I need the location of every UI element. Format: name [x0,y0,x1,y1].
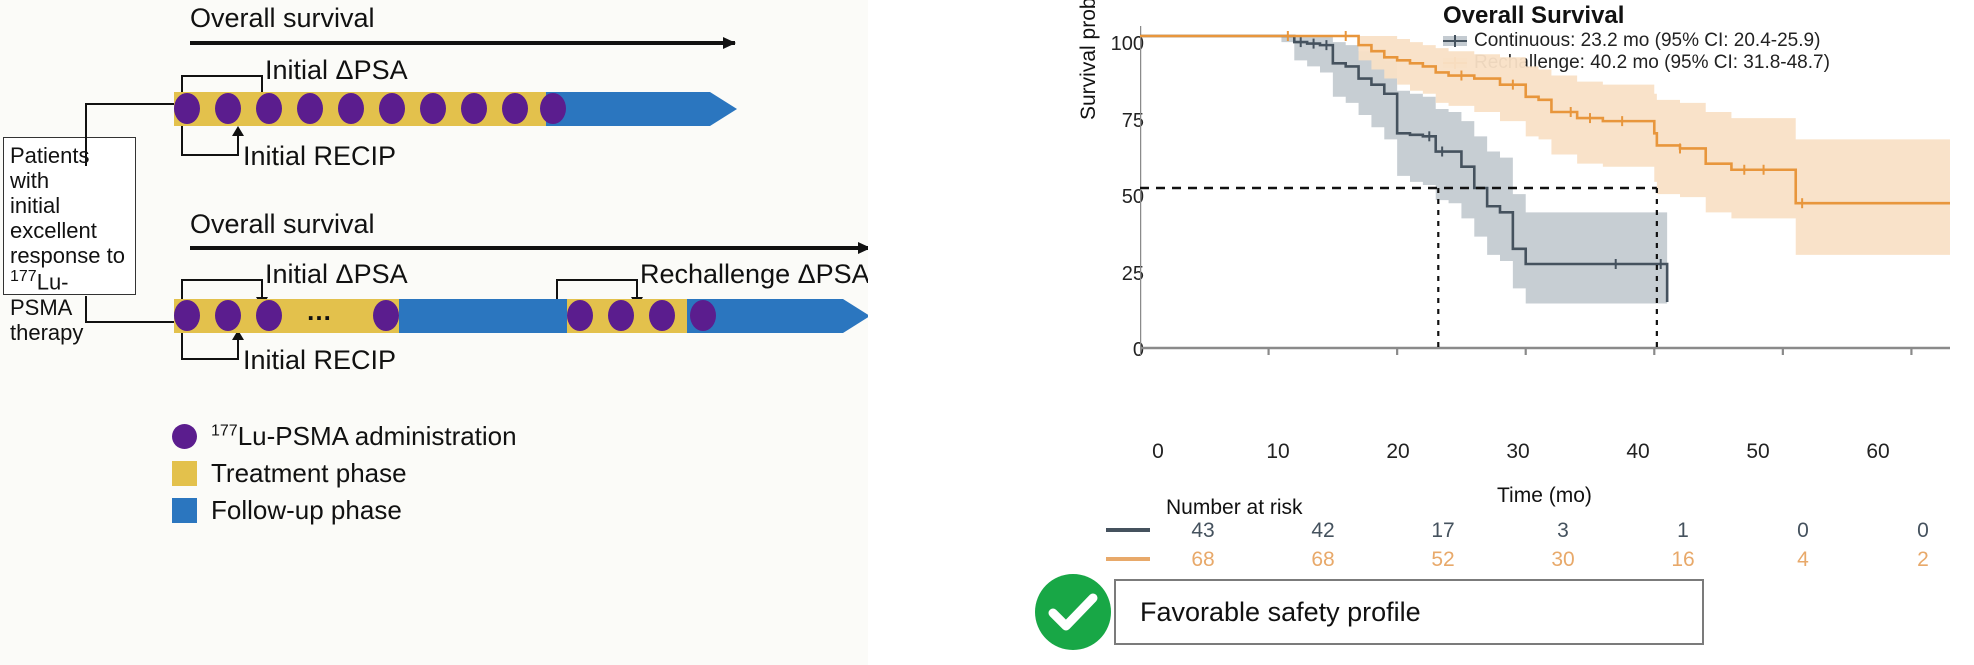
chart-legend: Continuous: 23.2 mo (95% CI: 20.4-25.9) … [1443,30,1830,74]
patients-box-line-1: Patients with [10,143,90,194]
initial-recip-label-top: Initial RECIP [243,141,397,171]
dose-marker [649,300,675,331]
follow-up-arrow-head-top [710,92,737,126]
dose-marker [379,93,405,124]
risk-value-continuous-30: 3 [1557,519,1569,542]
legend-text-rechallenge: Rechallenge: 40.2 mo (95% CI: 31.8-48.7) [1474,52,1830,73]
safety-profile-label: Favorable safety profile [1140,596,1421,627]
legend-item-follow-up-phase: Follow-up phase [172,495,402,526]
dose-marker [256,300,282,331]
initial-dpsa-label-bottom: Initial ΔPSA [265,259,408,289]
patients-box-line-2: initial [10,193,61,219]
legend-superscript-177: 177 [211,422,238,440]
x-tick-40: 40 [1626,440,1650,463]
chart-title: Overall Survival [1443,2,1625,29]
dose-marker [461,93,487,124]
yellow-square-icon [172,461,197,486]
x-axis-title: Time (mo) [1497,484,1592,507]
patients-box-superscript: 177 [10,268,37,286]
patients-box-line-5: Lu-PSMA [10,269,73,320]
risk-value-continuous-20: 17 [1431,519,1455,542]
risk-value-rechallenge-10: 68 [1311,548,1335,571]
dose-marker [690,300,716,331]
x-tick-60: 60 [1866,440,1890,463]
rechallenge-dpsa-label: Rechallenge ΔPSA [640,259,870,289]
dose-marker [373,300,399,331]
risk-value-continuous-40: 1 [1677,519,1689,542]
patients-box-line-6: therapy [10,319,84,345]
number-at-risk-title: Number at risk [1166,496,1303,519]
dose-marker [297,93,323,124]
overall-survival-arrow-bottom [190,242,871,254]
initial-dpsa-label-top: Initial ΔPSA [265,55,408,85]
overall-survival-rule-top [190,42,735,45]
risk-value-continuous-60: 0 [1917,519,1929,542]
y-tick-0: 0 [1132,339,1144,361]
risk-value-rechallenge-60: 2 [1917,548,1929,571]
risk-key-rechallenge [1106,557,1150,561]
initial-recip-label-bottom: Initial RECIP [243,345,397,375]
follow-up-arrow-head-bottom [843,299,870,333]
series-rechallenge [1140,31,1950,255]
dose-marker [215,300,241,331]
follow-up-phase-bar-top [546,92,710,126]
safety-profile-box: Favorable safety profile [1114,579,1704,645]
dose-marker [174,93,200,124]
follow-up-phase-bar-bottom-1 [399,299,567,333]
continuous-line-swatch-icon [1443,34,1467,48]
blue-square-icon [172,498,197,523]
y-tick-25: 25 [1121,263,1144,285]
legend-item-administration: 177Lu-PSMA administration [172,421,517,452]
treatment-phase-bar-bottom-1 [174,299,399,333]
legend-item-treatment-phase: Treatment phase [172,458,407,489]
dose-marker [608,300,634,331]
km-chart-svg [1140,26,1950,355]
y-axis-title: Survival probability (%) [1077,0,1100,120]
x-tick-10: 10 [1266,440,1290,463]
risk-value-rechallenge-0: 68 [1191,548,1215,571]
y-tick-75: 75 [1121,110,1144,132]
x-tick-0: 0 [1152,440,1164,463]
green-check-icon [1035,574,1111,650]
overall-survival-rule-bottom [190,247,870,250]
schematic-panel: Patients with initial excellent response… [0,0,871,665]
dose-marker [215,93,241,124]
risk-value-continuous-50: 0 [1797,519,1809,542]
x-tick-20: 20 [1386,440,1410,463]
risk-key-continuous [1106,528,1150,532]
legend-text-continuous: Continuous: 23.2 mo (95% CI: 20.4-25.9) [1474,30,1821,51]
legend-row-continuous: Continuous: 23.2 mo (95% CI: 20.4-25.9) [1443,30,1830,52]
x-tick-30: 30 [1506,440,1530,463]
dose-marker [420,93,446,124]
dose-marker [502,93,528,124]
risk-value-rechallenge-20: 52 [1431,548,1455,571]
patients-box: Patients with initial excellent response… [3,137,136,345]
legend-label-administration: 177Lu-PSMA administration [211,421,517,451]
dose-marker [567,300,593,331]
dose-marker [338,93,364,124]
overall-survival-arrow-top [190,37,736,49]
patients-box-line-3: excellent [10,218,97,244]
y-tick-100: 100 [1110,33,1144,55]
overall-survival-label-top: Overall survival [190,3,375,33]
overall-survival-label-bottom: Overall survival [190,209,375,239]
dose-marker [540,93,566,124]
dose-marker [256,93,282,124]
y-tick-50: 50 [1121,186,1144,208]
risk-value-continuous-10: 42 [1311,519,1335,542]
risk-value-rechallenge-40: 16 [1671,548,1695,571]
purple-circle-icon [172,424,197,449]
patients-box-line-4: response to [10,243,125,269]
legend-label-follow-up-phase: Follow-up phase [211,495,402,525]
risk-value-continuous-0: 43 [1191,519,1215,542]
x-tick-50: 50 [1746,440,1770,463]
ellipsis-doses: … [306,296,334,326]
dose-marker [174,300,200,331]
series-continuous [1140,34,1669,328]
risk-value-rechallenge-50: 4 [1797,548,1809,571]
risk-value-rechallenge-30: 30 [1551,548,1575,571]
legend-label-treatment-phase: Treatment phase [211,458,407,488]
